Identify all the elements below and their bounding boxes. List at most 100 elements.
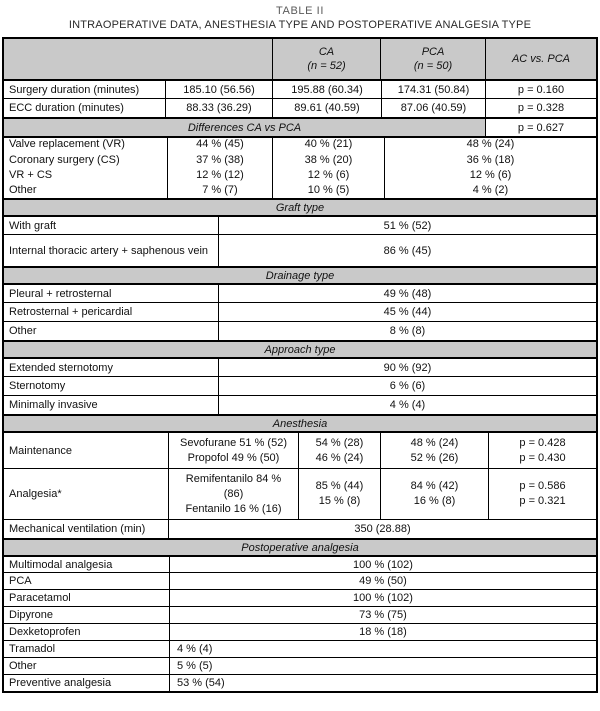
row-dipyrone: Dipyrone 73 % (75)	[4, 606, 596, 623]
header-row: CA (n = 52) PCA (n = 50) AC vs. PCA	[4, 39, 596, 79]
row-label: Paracetamol	[9, 592, 71, 604]
header-empty-cell	[4, 39, 272, 79]
row-analgesia: Analgesia* Remifentanilo 84 % (86) Fenta…	[4, 468, 596, 519]
cell-ca: 40 % (21) 38 % (20) 12 % (6) 10 % (5)	[272, 138, 384, 198]
cell-pvalue: p = 0.428 p = 0.430	[488, 433, 596, 468]
cell-value: 86 % (45)	[218, 235, 596, 266]
row-pleural-retrosternal: Pleural + retrosternal 49 % (48)	[4, 283, 596, 302]
cell-pvalue: p = 0.586 p = 0.321	[488, 469, 596, 519]
cell-total: Sevofurane 51 % (52) Propofol 49 % (50)	[168, 433, 298, 468]
row-ita-saphenous: Internal thoracic artery + saphenous vei…	[4, 234, 596, 266]
row-mechanical-ventilation: Mechanical ventilation (min) 350 (28.88)	[4, 519, 596, 538]
cell-value: 100 % (102)	[169, 557, 596, 572]
row-label: Sternotomy	[9, 380, 66, 392]
row-label: Tramadol	[9, 643, 56, 655]
section-approach-type: Approach type	[4, 340, 596, 357]
cell-ca: 195.88 (60.34)	[272, 81, 381, 98]
section-drainage-type: Drainage type	[4, 266, 596, 283]
row-minimally-invasive: Minimally invasive 4 % (4)	[4, 395, 596, 414]
table-footnotes: CA: conventional analgesia PCA: patient-…	[6, 697, 600, 711]
cell-value: 53 % (54)	[169, 675, 596, 691]
row-pca: PCA 49 % (50)	[4, 572, 596, 589]
table-caption: TABLE II INTRAOPERATIVE DATA, ANESTHESIA…	[0, 0, 600, 32]
section-anesthesia: Anesthesia	[4, 414, 596, 431]
differences-label: Differences CA vs PCA	[4, 119, 485, 136]
section-title: Approach type	[4, 342, 596, 357]
cell-pca: 87.06 (40.59)	[381, 99, 485, 117]
row-paracetamol: Paracetamol 100 % (102)	[4, 589, 596, 606]
cell-value: 49 % (48)	[218, 285, 596, 302]
cell-ca: 89.61 (40.59)	[272, 99, 381, 117]
row-label: Preventive analgesia	[9, 677, 112, 689]
row-label: ECC duration (minutes)	[9, 102, 124, 114]
table-number: TABLE II	[276, 5, 324, 17]
cell-pca: 84 % (42) 16 % (8)	[380, 469, 488, 519]
row-label: Extended sternotomy	[9, 361, 113, 374]
row-label: Other	[9, 660, 37, 672]
row-drainage-other: Other 8 % (8)	[4, 321, 596, 340]
row-dexketoprofen: Dexketoprofen 18 % (18)	[4, 623, 596, 640]
cell-value: 73 % (75)	[169, 607, 596, 623]
section-title: Drainage type	[4, 268, 596, 283]
cell-value: 4 % (4)	[218, 396, 596, 414]
section-title: Postoperative analgesia	[4, 540, 596, 555]
cell-value: 5 % (5)	[169, 658, 596, 674]
header-ca: CA (n = 52)	[272, 39, 380, 79]
row-differences: Differences CA vs PCA p = 0.627	[4, 117, 596, 136]
row-extended-sternotomy: Extended sternotomy 90 % (92)	[4, 357, 596, 376]
cell-value: 90 % (92)	[218, 359, 596, 376]
section-title: Anesthesia	[4, 416, 596, 431]
cell-pca: 174.31 (50.84)	[381, 81, 485, 98]
cell-ca: 85 % (44) 15 % (8)	[298, 469, 380, 519]
row-label: Minimally invasive	[9, 399, 98, 411]
row-label: Pleural + retrosternal	[9, 287, 112, 300]
row-label: Other	[9, 325, 37, 337]
cell-value: 45 % (44)	[218, 303, 596, 321]
cell-ca: 54 % (28) 46 % (24)	[298, 433, 380, 468]
row-label: Multimodal analgesia	[9, 558, 113, 571]
cell-value: 6 % (6)	[218, 377, 596, 395]
cell-pvalue: p = 0.328	[485, 99, 596, 117]
cell-total: 44 % (45) 37 % (38) 12 % (12) 7 % (7)	[167, 138, 272, 198]
row-label: Internal thoracic artery + saphenous vei…	[9, 244, 209, 257]
section-graft-type: Graft type	[4, 198, 596, 215]
cell-value: 100 % (102)	[169, 590, 596, 606]
cell-pvalue: p = 0.160	[485, 81, 596, 98]
cell-pca-span: 48 % (24) 36 % (18) 12 % (6) 4 % (2)	[384, 138, 596, 198]
cell-total: Remifentanilo 84 % (86) Fentanilo 16 % (…	[168, 469, 298, 519]
cell-value: 4 % (4)	[169, 641, 596, 657]
row-label: With graft	[9, 219, 57, 232]
row-with-graft: With graft 51 % (52)	[4, 215, 596, 234]
row-maintenance: Maintenance Sevofurane 51 % (52) Propofo…	[4, 431, 596, 468]
cell-value: 51 % (52)	[218, 217, 596, 234]
table-title: INTRAOPERATIVE DATA, ANESTHESIA TYPE AND…	[68, 19, 532, 31]
row-label: Dexketoprofen	[9, 626, 81, 638]
row-preventive-analgesia: Preventive analgesia 53 % (54)	[4, 674, 596, 691]
cell-pca: 48 % (24) 52 % (26)	[380, 433, 488, 468]
row-label: Maintenance	[9, 444, 72, 457]
row-label: Surgery duration (minutes)	[9, 83, 140, 96]
cell-total: 185.10 (56.56)	[165, 81, 272, 98]
header-pvalue: AC vs. PCA	[485, 39, 596, 79]
cell-value: 18 % (18)	[169, 624, 596, 640]
cell-value: 350 (28.88)	[168, 520, 596, 538]
section-title: Graft type	[4, 200, 596, 215]
row-label: PCA	[9, 575, 32, 587]
row-label: Analgesia*	[9, 488, 62, 500]
cell-pvalue: p = 0.627	[485, 119, 596, 136]
row-sternotomy: Sternotomy 6 % (6)	[4, 376, 596, 395]
header-pca: PCA (n = 50)	[380, 39, 485, 79]
row-ecc-duration: ECC duration (minutes) 88.33 (36.29) 89.…	[4, 98, 596, 117]
surgery-type-labels: Valve replacement (VR) Coronary surgery …	[9, 138, 125, 197]
row-label: Mechanical ventilation (min)	[9, 523, 146, 535]
row-label: Dipyrone	[9, 609, 54, 621]
cell-value: 49 % (50)	[169, 573, 596, 589]
row-retrosternal-pericardial: Retrosternal + pericardial 45 % (44)	[4, 302, 596, 321]
row-surgery-types: Valve replacement (VR) Coronary surgery …	[4, 136, 596, 198]
row-surgery-duration: Surgery duration (minutes) 185.10 (56.56…	[4, 79, 596, 98]
row-tramadol: Tramadol 4 % (4)	[4, 640, 596, 657]
row-label: Retrosternal + pericardial	[9, 306, 133, 318]
row-postop-other: Other 5 % (5)	[4, 657, 596, 674]
data-table: CA (n = 52) PCA (n = 50) AC vs. PCA Surg…	[2, 37, 598, 693]
